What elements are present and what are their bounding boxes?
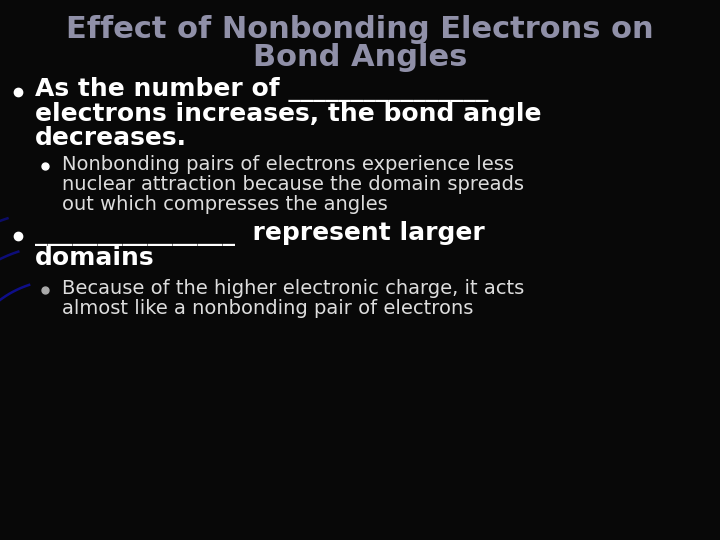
Text: As the number of ________________: As the number of ________________ (35, 78, 488, 103)
Text: Effect of Nonbonding Electrons on: Effect of Nonbonding Electrons on (66, 16, 654, 44)
Text: Nonbonding pairs of electrons experience less: Nonbonding pairs of electrons experience… (62, 154, 514, 173)
Text: Bond Angles: Bond Angles (253, 43, 467, 71)
Text: almost like a nonbonding pair of electrons: almost like a nonbonding pair of electro… (62, 299, 473, 318)
Text: out which compresses the angles: out which compresses the angles (62, 194, 388, 213)
Text: Because of the higher electronic charge, it acts: Because of the higher electronic charge,… (62, 279, 524, 298)
Text: nuclear attraction because the domain spreads: nuclear attraction because the domain sp… (62, 174, 524, 193)
Text: domains: domains (35, 246, 155, 270)
Text: ________________  represent larger: ________________ represent larger (35, 221, 485, 246)
Text: decreases.: decreases. (35, 126, 187, 150)
Text: electrons increases, the bond angle: electrons increases, the bond angle (35, 102, 541, 126)
